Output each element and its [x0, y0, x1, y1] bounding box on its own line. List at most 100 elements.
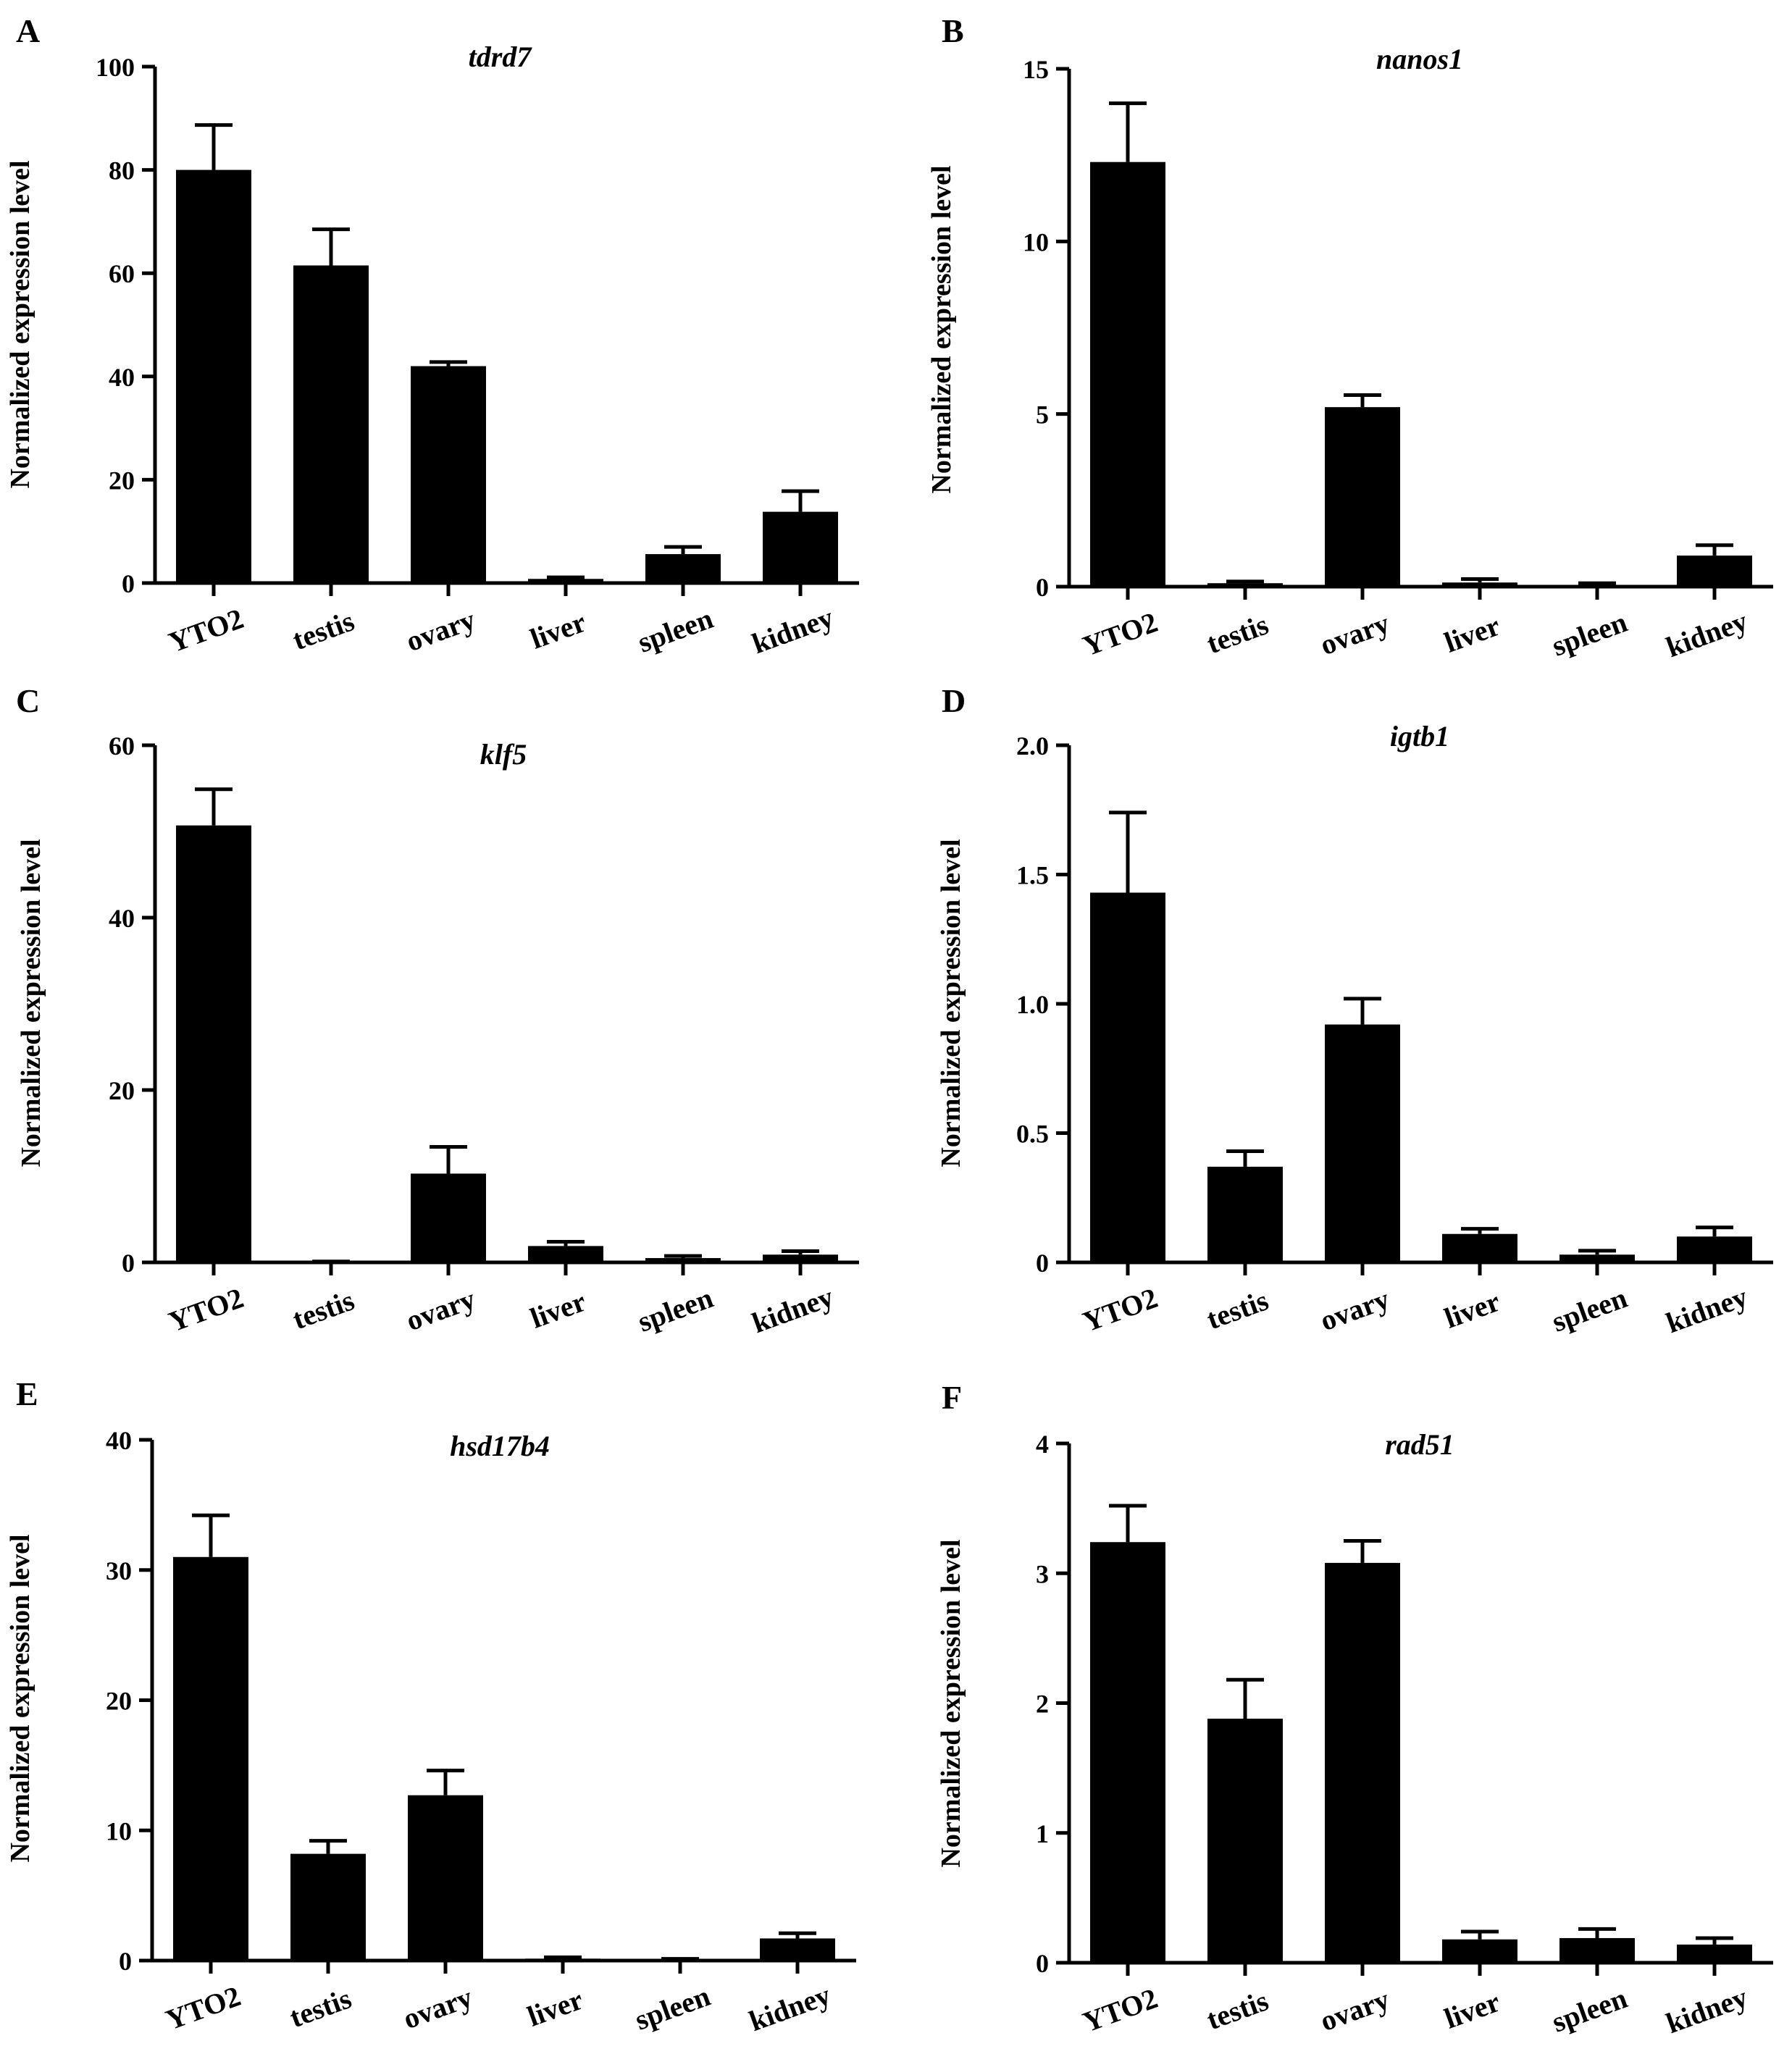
y-axis-label: Normalized expression level — [5, 160, 35, 488]
y-tick-label: 0 — [1036, 1249, 1049, 1278]
bar-liver — [1442, 1233, 1517, 1262]
bar-kidney — [763, 511, 838, 583]
bar-testis — [290, 1853, 366, 1961]
y-tick-label: 15 — [1023, 55, 1049, 84]
y-tick-label: 60 — [109, 259, 135, 288]
bar-spleen — [645, 554, 721, 583]
chart-title: hsd17b4 — [450, 1430, 550, 1462]
y-tick-label: 40 — [109, 904, 135, 933]
chart-title: tdrd7 — [469, 41, 533, 73]
category-label-spleen: spleen — [1548, 1982, 1632, 2039]
category-label-ovary: ovary — [399, 1980, 477, 2035]
bar-spleen — [645, 1258, 721, 1262]
y-tick-label: 0 — [1036, 573, 1049, 602]
category-label-kidney: kidney — [1662, 604, 1751, 663]
y-tick-label: 0 — [122, 1249, 135, 1278]
category-label-yto2: YTO2 — [1079, 605, 1162, 663]
y-tick-label: 40 — [106, 1426, 132, 1455]
category-label-ovary: ovary — [1316, 1282, 1394, 1337]
category-label-testis: testis — [1202, 1984, 1273, 2036]
panel-label: A — [16, 12, 40, 49]
bar-kidney — [760, 1938, 835, 1961]
category-label-kidney: kidney — [1662, 1980, 1751, 2040]
y-axis-label: Normalized expression level — [5, 1534, 35, 1862]
bar-yto2 — [176, 169, 251, 584]
y-tick-label: 5 — [1036, 401, 1049, 429]
bar-testis — [1207, 1166, 1283, 1262]
y-tick-label: 80 — [109, 156, 135, 185]
chart-title: igtb1 — [1390, 720, 1449, 753]
y-tick-label: 2 — [1036, 1690, 1049, 1719]
category-label-kidney: kidney — [1662, 1280, 1751, 1339]
bar-liver — [525, 1958, 600, 1961]
bar-testis — [293, 265, 369, 583]
category-label-liver: liver — [1440, 1285, 1504, 1335]
bar-ovary — [411, 366, 486, 583]
category-label-testis: testis — [1202, 1283, 1273, 1336]
bar-yto2 — [173, 1556, 248, 1961]
bar-kidney — [763, 1254, 838, 1262]
category-label-kidney: kidney — [745, 1978, 834, 2037]
y-tick-label: 10 — [1023, 227, 1049, 256]
category-label-liver: liver — [523, 1983, 587, 2033]
category-label-liver: liver — [1440, 1985, 1504, 2035]
y-tick-label: 1.0 — [1016, 990, 1049, 1019]
category-label-kidney: kidney — [748, 600, 837, 660]
panel-label: F — [942, 1379, 962, 1416]
y-axis-label: Normalized expression level — [936, 1539, 966, 1867]
bar-liver — [528, 1246, 603, 1262]
chart-title: klf5 — [480, 738, 527, 771]
category-label-kidney: kidney — [748, 1280, 837, 1339]
category-label-testis: testis — [288, 1283, 359, 1336]
category-label-liver: liver — [526, 605, 590, 655]
bar-ovary — [1325, 407, 1400, 587]
bar-testis — [1207, 1719, 1283, 1963]
y-tick-label: 60 — [109, 732, 135, 760]
bar-liver — [528, 579, 603, 583]
y-tick-label: 4 — [1036, 1430, 1049, 1459]
category-label-ovary: ovary — [1316, 1982, 1394, 2037]
panel-label: B — [942, 12, 964, 49]
category-label-spleen: spleen — [631, 1979, 715, 2037]
bar-liver — [1442, 1939, 1517, 1963]
bar-yto2 — [1090, 892, 1165, 1262]
chart-title: rad51 — [1385, 1428, 1454, 1461]
y-tick-label: 30 — [106, 1556, 132, 1585]
bar-ovary — [1325, 1562, 1400, 1963]
category-label-yto2: YTO2 — [164, 1281, 248, 1338]
category-label-yto2: YTO2 — [164, 602, 248, 659]
panel-label: D — [942, 682, 966, 719]
bar-ovary — [408, 1795, 483, 1961]
bar-liver — [1442, 582, 1517, 587]
bar-ovary — [411, 1173, 486, 1262]
bar-kidney — [1677, 556, 1752, 587]
y-tick-label: 20 — [109, 466, 135, 495]
bar-spleen — [1559, 584, 1635, 587]
bar-yto2 — [176, 825, 251, 1262]
chart-title: nanos1 — [1376, 43, 1463, 75]
bar-yto2 — [1090, 1542, 1165, 1963]
y-tick-label: 10 — [106, 1816, 132, 1845]
y-tick-label: 0 — [119, 1947, 132, 1976]
bar-testis — [1207, 583, 1283, 587]
panel-label: E — [16, 1375, 38, 1412]
category-label-testis: testis — [1202, 608, 1273, 660]
bar-ovary — [1325, 1024, 1400, 1262]
bar-spleen — [1559, 1254, 1635, 1262]
y-tick-label: 100 — [96, 53, 135, 82]
y-tick-label: 40 — [109, 363, 135, 392]
bar-kidney — [1677, 1236, 1752, 1262]
y-tick-label: 3 — [1036, 1559, 1049, 1588]
bar-kidney — [1677, 1944, 1752, 1963]
y-tick-label: 1.5 — [1016, 861, 1049, 890]
category-label-testis: testis — [285, 1982, 356, 2034]
category-label-liver: liver — [1440, 609, 1504, 659]
category-label-yto2: YTO2 — [1079, 1281, 1162, 1338]
category-label-spleen: spleen — [1548, 605, 1632, 663]
